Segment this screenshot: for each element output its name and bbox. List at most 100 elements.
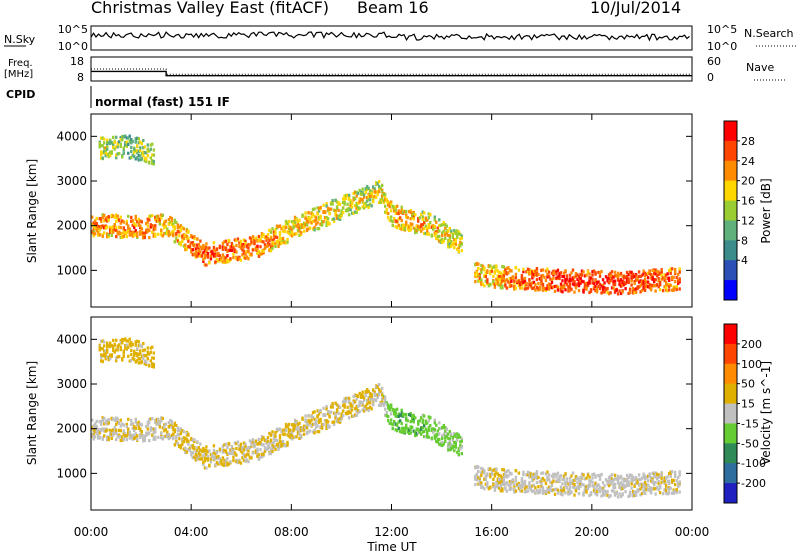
power-cell <box>122 234 125 238</box>
power-cell <box>151 153 154 157</box>
power-cell <box>247 246 250 250</box>
power-cell <box>654 283 657 288</box>
velocity-cell <box>142 356 145 361</box>
power-cell <box>362 193 366 197</box>
velocity-cell <box>115 428 118 432</box>
velocity-cell <box>676 475 680 480</box>
velocity-cell <box>338 418 342 422</box>
velocity-cell <box>577 478 581 482</box>
power-cell <box>386 200 390 204</box>
power-cell <box>657 270 660 274</box>
velocity-cell <box>637 477 641 482</box>
velocity-cell <box>247 449 250 453</box>
velocity-cell <box>274 447 277 452</box>
velocity-cell <box>248 439 252 443</box>
power-cell <box>367 186 370 190</box>
power-cell <box>134 217 137 221</box>
velocity-cell <box>361 403 364 407</box>
power-cell <box>131 234 134 238</box>
velocity-cell <box>655 472 659 476</box>
power-cell <box>154 215 157 219</box>
velocity-cell <box>637 483 641 487</box>
power-cell <box>127 136 130 140</box>
velocity-cell <box>651 471 654 475</box>
power-cell <box>412 215 415 219</box>
power-cell <box>106 147 109 151</box>
power-cell <box>534 288 537 292</box>
velocity-cell <box>678 480 681 484</box>
power-cell <box>302 225 306 229</box>
power-cell <box>310 220 313 225</box>
power-cell <box>214 249 217 253</box>
velocity-cell <box>514 479 518 483</box>
power-cell <box>109 141 112 146</box>
velocity-cell <box>517 487 521 491</box>
velocity-cell <box>411 417 414 421</box>
power-cell <box>499 280 503 284</box>
power-cell <box>161 213 165 218</box>
power-cell <box>501 265 504 269</box>
velocity-cell <box>654 486 657 491</box>
power-cell <box>322 203 325 207</box>
power-cell <box>616 277 620 281</box>
velocity-cell <box>423 414 426 418</box>
power-cell <box>412 217 415 221</box>
velocity-cell <box>98 346 101 350</box>
velocity-cell <box>618 476 621 480</box>
power-cell <box>595 280 599 285</box>
power-cell <box>133 147 136 151</box>
velocity-cell <box>331 401 334 406</box>
velocity-cell <box>412 413 415 418</box>
velocity-cell <box>158 421 162 425</box>
power-cell <box>612 279 615 283</box>
velocity-cell <box>122 423 125 427</box>
power-cell <box>292 226 295 230</box>
power-cell <box>672 287 675 291</box>
velocity-cell <box>218 447 222 451</box>
power-cell <box>136 234 139 238</box>
velocity-cell <box>152 365 156 369</box>
power-cell <box>547 284 551 289</box>
power-cell <box>103 226 106 230</box>
power-cell <box>601 283 605 288</box>
power-cell <box>176 226 180 230</box>
power-cell <box>112 135 115 139</box>
power-cell <box>104 224 107 228</box>
power-cell <box>110 229 113 234</box>
power-cell <box>367 192 370 196</box>
velocity-cell <box>122 354 125 358</box>
power-cell <box>355 204 358 208</box>
velocity-cell <box>160 436 163 440</box>
velocity-cell <box>191 438 195 443</box>
power-cell <box>450 229 453 233</box>
power-cell <box>528 280 531 284</box>
power-cell <box>313 219 316 223</box>
velocity-cell <box>161 426 165 430</box>
power-cell <box>562 271 566 275</box>
power-cell <box>568 286 572 290</box>
velocity-cell <box>594 482 597 486</box>
power-cell <box>136 231 139 235</box>
velocity-cell <box>109 433 112 438</box>
velocity-cell <box>541 485 545 490</box>
velocity-cell <box>250 456 253 460</box>
power-cell <box>263 235 267 239</box>
power-cell <box>103 141 106 145</box>
velocity-cell <box>181 429 184 433</box>
power-cell <box>418 216 421 220</box>
power-cell <box>544 278 548 283</box>
power-cell <box>601 287 605 291</box>
power-cell <box>323 216 327 220</box>
velocity-cell <box>106 422 109 426</box>
power-cell <box>173 240 177 244</box>
power-cell <box>550 278 554 282</box>
velocity-cell <box>287 434 291 438</box>
velocity-cell <box>313 410 316 414</box>
velocity-cell <box>301 428 304 432</box>
velocity-cell <box>453 431 456 436</box>
power-cell <box>221 241 225 245</box>
power-cell <box>496 282 500 286</box>
power-cell <box>508 284 512 288</box>
velocity-cell <box>648 489 651 493</box>
velocity-cell <box>184 448 187 452</box>
